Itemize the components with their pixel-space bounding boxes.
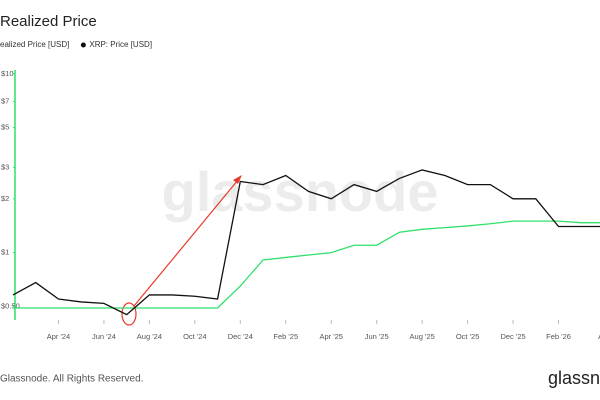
x-tick-label: Dec '25 (500, 332, 525, 341)
x-tick-label: Jun '24 (92, 332, 116, 341)
y-tick-label: $2 (1, 194, 9, 203)
series-line (12, 169, 600, 316)
y-tick-label: $7 (1, 96, 9, 105)
x-tick-label: Apr (598, 332, 600, 341)
x-tick-label: Oct '25 (456, 332, 480, 341)
watermark: glassnode (162, 160, 439, 223)
chart-title: Realized Price (0, 13, 97, 30)
y-tick-label: $10 (1, 69, 14, 78)
legend-label: ealized Price [USD] (0, 40, 69, 49)
x-tick-label: Feb '25 (273, 332, 298, 341)
x-tick-label: Jun '25 (365, 332, 389, 341)
annotation-arrow (133, 179, 239, 307)
x-tick-label: Apr '25 (319, 332, 343, 341)
footer: Glassnode. All Rights Reserved. (0, 374, 143, 385)
arrow-head (233, 175, 242, 184)
x-tick-label: Dec '24 (228, 332, 253, 341)
x-tick-label: Apr '24 (47, 332, 71, 341)
series-line (13, 220, 600, 309)
y-tick-label: $0.50 (1, 301, 20, 310)
logo: glassn (548, 368, 600, 388)
y-tick-label: $1 (1, 248, 9, 257)
x-tick-label: Feb '26 (546, 332, 571, 341)
x-tick-label: Oct '24 (183, 332, 207, 341)
y-tick-label: $5 (1, 123, 9, 132)
highlight-circle (121, 302, 137, 326)
legend-marker (80, 42, 86, 48)
legend-label: XRP: Price [USD] (89, 40, 152, 49)
x-tick-label: Aug '24 (137, 332, 162, 341)
x-tick-label: Aug '25 (410, 332, 435, 341)
y-tick-label: $3 (1, 162, 9, 171)
